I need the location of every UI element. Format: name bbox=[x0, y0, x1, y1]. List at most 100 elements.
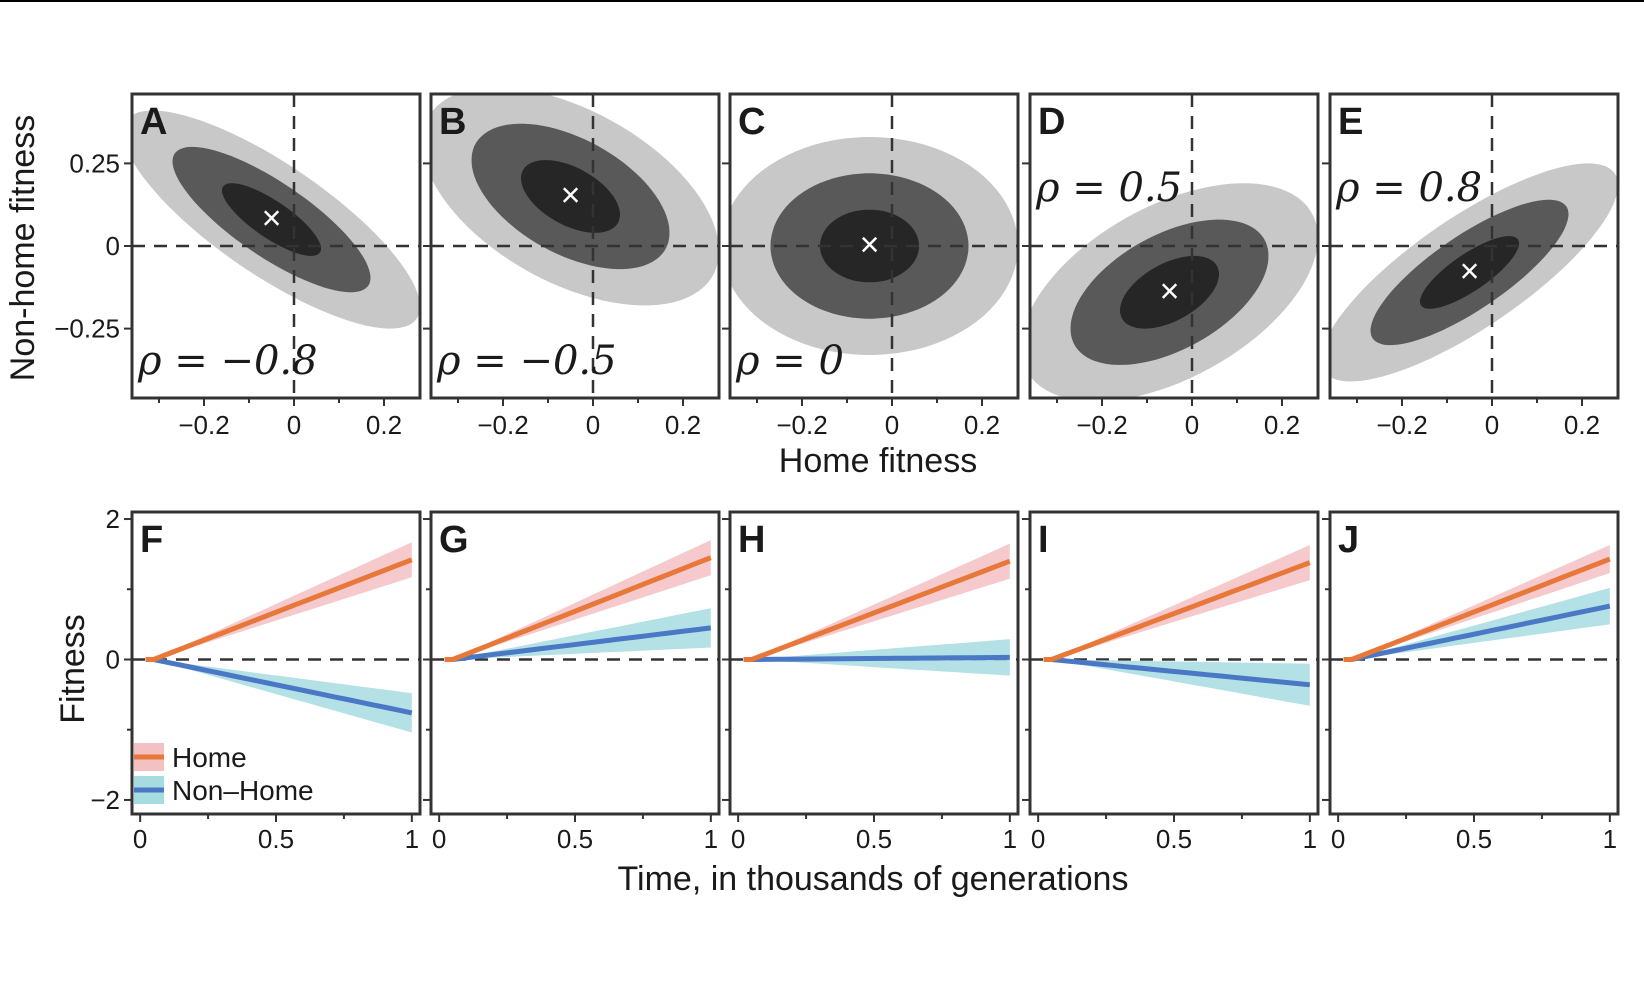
x-tick-label: 0.5 bbox=[1456, 824, 1492, 854]
x-tick-label: 0.5 bbox=[557, 824, 593, 854]
rho-annotation-d: ρ = 0.5 bbox=[1035, 165, 1182, 211]
nonhome-confidence-band bbox=[153, 659, 412, 733]
home-line bbox=[1043, 560, 1311, 662]
mean-marker-e: × bbox=[1460, 252, 1480, 290]
y-tick-label: 0 bbox=[106, 231, 120, 261]
x-tick-label: −0.2 bbox=[178, 410, 229, 440]
panel-c: × Cρ = 0 −0.2 0 0.2 bbox=[722, 92, 1020, 440]
nonhome-confidence-band bbox=[452, 608, 711, 660]
panel-label-d: D bbox=[1038, 101, 1065, 143]
panel-label-j: J bbox=[1338, 519, 1359, 561]
panel-e: × Eρ = 0.8 −0.2 0 0.2 bbox=[1322, 92, 1620, 440]
x-tick-label: 0.5 bbox=[258, 824, 294, 854]
nonhome-line bbox=[1043, 657, 1311, 688]
x-tick-label: 0 bbox=[432, 824, 446, 854]
contour-1sd-e bbox=[1420, 236, 1519, 309]
panel-h: H 0 0.5 1 bbox=[722, 510, 1020, 854]
rho-annotation-c: ρ = 0 bbox=[735, 338, 844, 384]
x-tick-label: 0 bbox=[731, 824, 745, 854]
y-tick-label: 0.25 bbox=[69, 148, 120, 178]
x-tick-label: 0.2 bbox=[1264, 410, 1300, 440]
x-tick-label: −0.2 bbox=[1376, 410, 1427, 440]
nonhome-confidence-band bbox=[1351, 587, 1610, 660]
home-confidence-band bbox=[1351, 545, 1610, 660]
contour-1sd-d bbox=[1120, 255, 1219, 329]
x-tick-label: 0.2 bbox=[366, 410, 402, 440]
nonhome-line bbox=[743, 654, 1010, 662]
y-tick-label: 2 bbox=[106, 504, 120, 534]
panel-b: × Bρ = −0.5 −0.2 0 0.2 bbox=[423, 92, 721, 440]
x-tick-label: 0.2 bbox=[1564, 410, 1600, 440]
x-tick-label: 0 bbox=[885, 410, 899, 440]
panel-j: J 0 0.5 1 bbox=[1322, 510, 1620, 854]
rho-annotation-a: ρ = −0.8 bbox=[137, 338, 318, 384]
x-tick-label: 1 bbox=[1303, 824, 1317, 854]
x-tick-label: 1 bbox=[704, 824, 718, 854]
mean-marker-c: × bbox=[860, 226, 880, 264]
panel-label-i: I bbox=[1038, 519, 1049, 561]
panel-label-a: A bbox=[140, 101, 167, 143]
rho-annotation-e: ρ = 0.8 bbox=[1335, 165, 1482, 211]
top-border-line bbox=[0, 0, 1644, 2]
panel-label-f: F bbox=[140, 519, 163, 561]
x-tick-label: −0.2 bbox=[776, 410, 827, 440]
x-tick-label: 0 bbox=[1485, 410, 1499, 440]
x-tick-label: −0.2 bbox=[1076, 410, 1127, 440]
x-tick-label: −0.2 bbox=[477, 410, 528, 440]
mean-marker-a: × bbox=[262, 200, 282, 238]
home-line bbox=[1343, 556, 1611, 662]
y-tick-label: −0.25 bbox=[54, 314, 120, 344]
panel-a: × Aρ = −0.8 −0.2 0 0.2 0.25 0 −0.25 bbox=[54, 92, 422, 440]
panel-label-h: H bbox=[738, 519, 765, 561]
x-tick-label: 0 bbox=[1031, 824, 1045, 854]
mean-marker-b: × bbox=[561, 176, 581, 214]
x-tick-label: 1 bbox=[405, 824, 419, 854]
nonhome-line bbox=[444, 625, 712, 662]
y-tick-label: −2 bbox=[90, 785, 120, 815]
panel-label-c: C bbox=[738, 101, 765, 143]
panel-frame bbox=[1328, 510, 1620, 816]
panel-label-e: E bbox=[1338, 101, 1363, 143]
legend-label-nonhome: Non–Home bbox=[172, 775, 314, 806]
nonhome-confidence-band bbox=[1051, 659, 1310, 706]
mean-marker-d: × bbox=[1160, 272, 1180, 310]
x-tick-label: 0 bbox=[287, 410, 301, 440]
x-tick-label: 0 bbox=[1331, 824, 1345, 854]
x-tick-label: 1 bbox=[1603, 824, 1617, 854]
panel-label-b: B bbox=[439, 101, 466, 143]
home-line bbox=[743, 558, 1011, 662]
home-confidence-band bbox=[452, 540, 711, 660]
bottom-x-axis-label: Time, in thousands of generations bbox=[618, 860, 1129, 898]
x-tick-label: 0.2 bbox=[964, 410, 1000, 440]
panel-label-g: G bbox=[439, 519, 469, 561]
top-y-axis-label: Non-home fitness bbox=[4, 115, 42, 381]
legend-label-home: Home bbox=[172, 742, 247, 773]
contour-1sd-b bbox=[521, 160, 620, 233]
home-confidence-band bbox=[751, 543, 1010, 660]
panel-i: I 0 0.5 1 bbox=[1022, 510, 1320, 854]
top-x-axis-label: Home fitness bbox=[779, 442, 977, 480]
x-tick-label: 0.5 bbox=[856, 824, 892, 854]
home-line bbox=[145, 557, 413, 662]
nonhome-line bbox=[1343, 603, 1611, 662]
panel-g: G 0 0.5 1 bbox=[423, 510, 721, 854]
panel-d: × Dρ = 0.5 −0.2 0 0.2 bbox=[1022, 92, 1320, 440]
rho-annotation-b: ρ = −0.5 bbox=[436, 338, 617, 384]
x-tick-label: 1 bbox=[1003, 824, 1017, 854]
x-tick-label: 0.2 bbox=[665, 410, 701, 440]
y-tick-label: 0 bbox=[106, 644, 120, 674]
home-confidence-band bbox=[1051, 545, 1310, 660]
contour-1sd-a bbox=[222, 183, 321, 256]
home-confidence-band bbox=[153, 542, 412, 660]
nonhome-line bbox=[145, 657, 413, 716]
x-tick-label: 0 bbox=[133, 824, 147, 854]
top-row-panels: × Aρ = −0.8 −0.2 0 0.2 0.25 0 −0.25 × Bρ = −0.5 −0… bbox=[54, 92, 1620, 440]
bottom-y-axis-label: Fitness bbox=[54, 614, 92, 724]
x-tick-label: 0 bbox=[1185, 410, 1199, 440]
x-tick-label: 0.5 bbox=[1156, 824, 1192, 854]
home-line bbox=[444, 555, 712, 662]
